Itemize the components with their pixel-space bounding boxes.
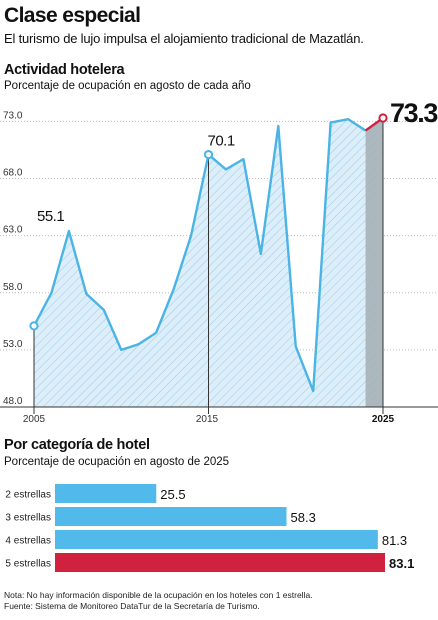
y-tick-label: 53.0 [3,339,23,350]
x-tick-label: 2025 [372,414,395,425]
page-title: Clase especial [4,4,141,27]
line-chart-subtitle: Porcentaje de ocupación en agosto de cad… [4,80,251,92]
data-point-marker [378,113,388,123]
y-tick-label: 73.0 [3,110,23,121]
y-tick-label: 63.0 [3,225,23,236]
source-text: Fuente: Sistema de Monitoreo DataTur de … [4,601,260,611]
bar-value-label: 83.1 [389,556,414,571]
line-chart-title: Actividad hotelera [4,62,125,78]
data-label: 55.1 [37,208,64,225]
bar-value-label: 25.5 [160,487,185,502]
bar-category-label: 5 estrellas [5,559,51,570]
bar-category-label: 2 estrellas [5,490,51,501]
y-tick-label: 48.0 [3,396,23,407]
y-tick-label: 68.0 [3,168,23,179]
bar-category-label: 3 estrellas [5,513,51,524]
bar-4-estrellas [55,530,378,549]
bar-chart-subtitle: Porcentaje de ocupación en agosto de 202… [4,456,230,468]
x-tick-label: 2015 [196,414,219,425]
note-text: Nota: No hay información disponible de l… [4,590,313,600]
bar-2-estrellas [55,484,157,503]
series-line [32,117,367,393]
highlight-segment-shade [365,118,383,407]
bar-value-label: 81.3 [382,533,407,548]
bar-value-label: 58.3 [291,510,316,525]
bar-category-label: 4 estrellas [5,536,51,547]
page-subtitle: El turismo de lujo impulsa el alojamient… [4,31,364,46]
bar-3-estrellas [55,507,287,526]
y-tick-label: 58.0 [3,282,23,293]
data-label: 70.1 [208,133,235,150]
x-tick-label: 2005 [23,414,46,425]
bar-5-estrellas [55,553,385,572]
data-point-marker [203,149,214,160]
data-point-marker [29,321,39,331]
data-label: 73.3 [390,98,438,128]
bar-chart-title: Por categoría de hotel [4,437,150,453]
